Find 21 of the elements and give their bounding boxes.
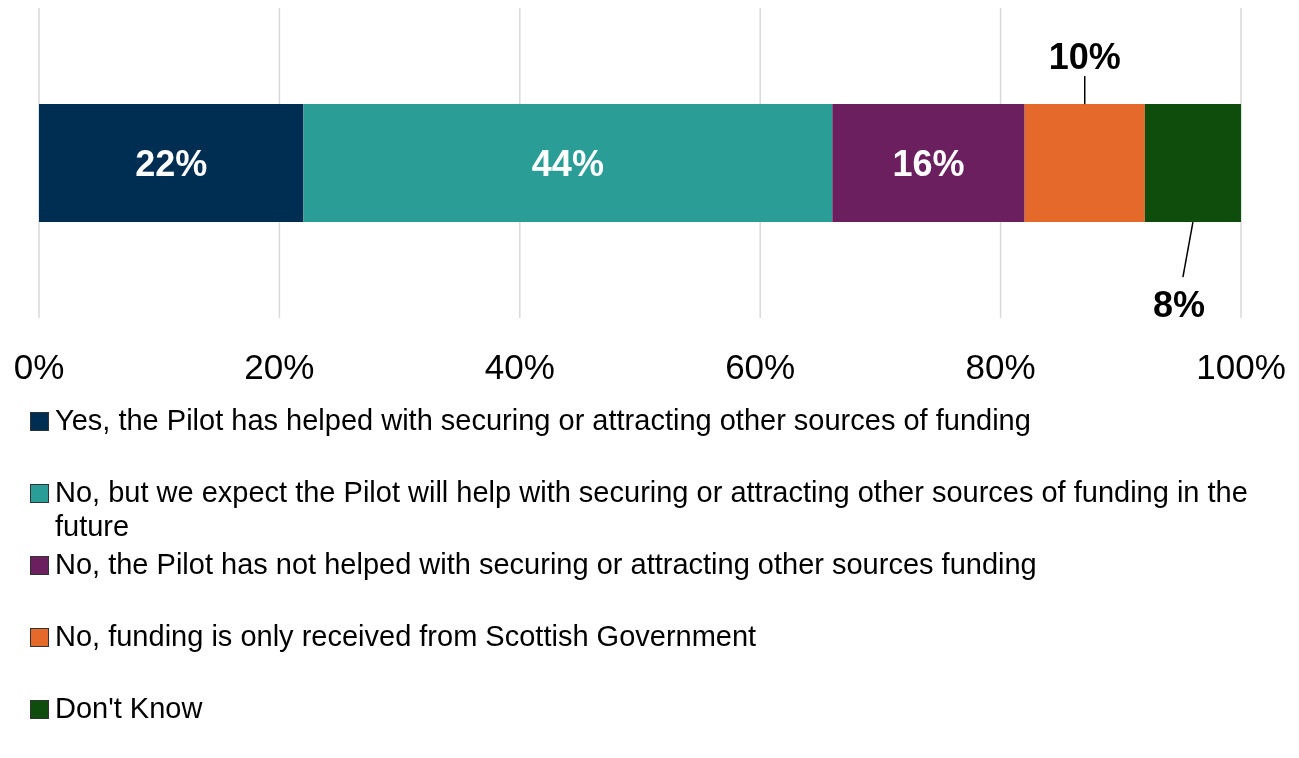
data-label: 22% — [135, 142, 208, 184]
legend-label: No, the Pilot has not helped with securing or attracting other sources funding — [55, 547, 1037, 581]
legend-label: No, funding is only received from Scottish Government — [55, 619, 757, 653]
x-tick-label: 60% — [725, 346, 796, 386]
legend-label: Yes, the Pilot has helped with securing or attracting other sources of funding — [55, 403, 1031, 437]
x-tick-label: 20% — [244, 346, 315, 386]
data-label: 16% — [892, 142, 965, 184]
x-tick-label: 0% — [13, 346, 65, 386]
bar — [303, 104, 833, 223]
bar — [832, 104, 1025, 223]
x-tick-label: 40% — [484, 346, 555, 386]
legend-label: No, but we expect the Pilot will help with securing or attracting other sources of funding in the future — [55, 475, 1249, 543]
x-tick-label: 80% — [965, 346, 1036, 386]
bar — [1144, 104, 1241, 223]
bar — [1024, 104, 1145, 223]
data-label: 10% — [1048, 35, 1121, 77]
data-label: 8% — [1152, 283, 1205, 325]
data-label: 44% — [531, 142, 604, 184]
legend-label: Don't Know — [55, 691, 203, 725]
bar — [39, 104, 304, 223]
x-tick-label: 100% — [1196, 346, 1286, 386]
